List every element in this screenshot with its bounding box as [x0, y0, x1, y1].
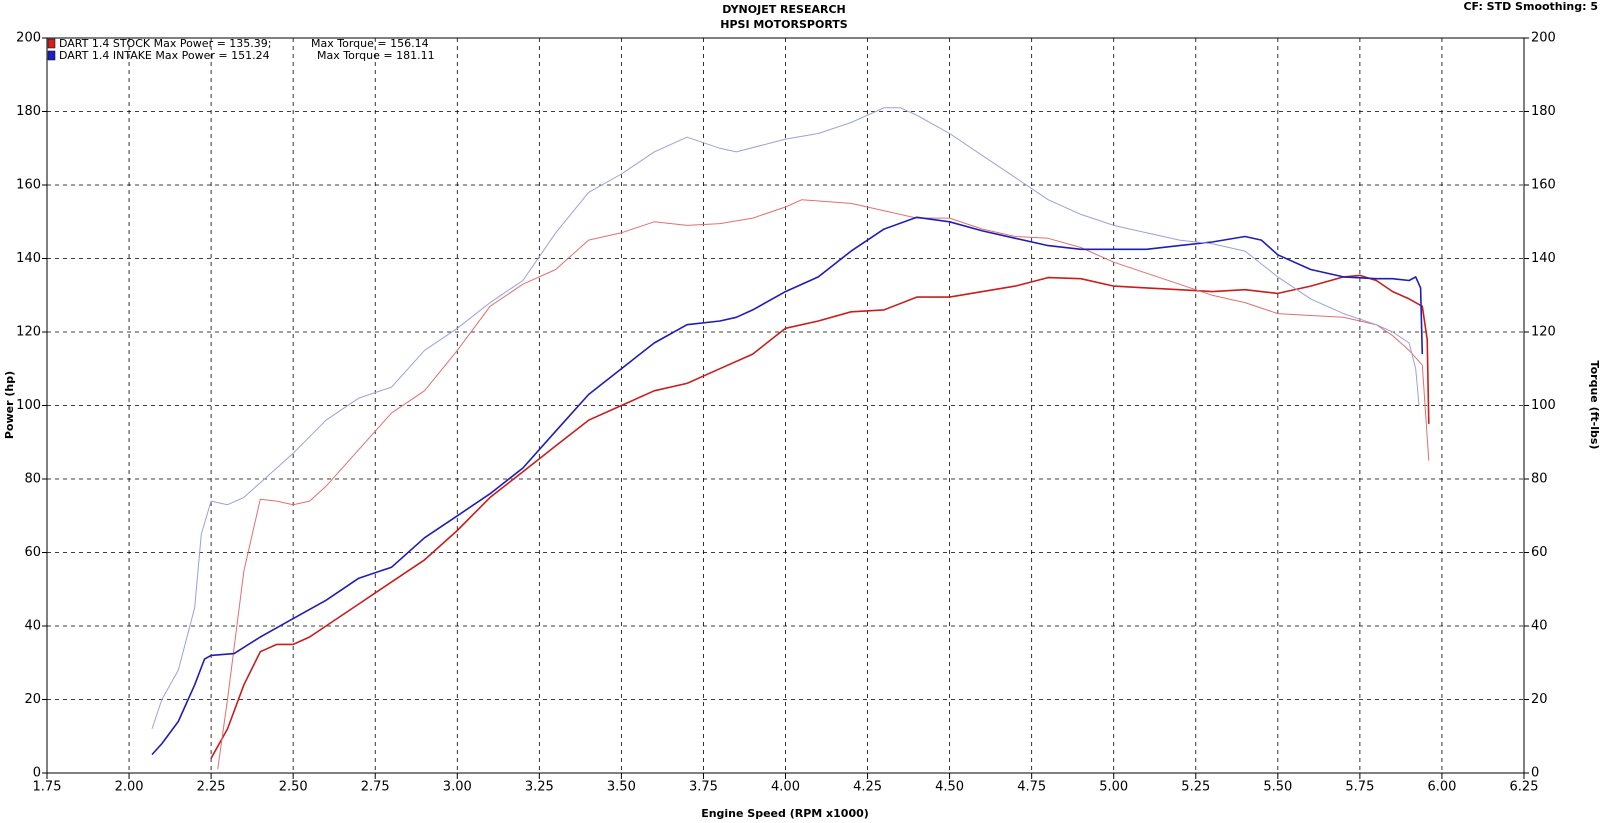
legend-swatch — [47, 38, 56, 49]
y-tick-label: 100 — [16, 398, 41, 413]
x-tick-label: 5.25 — [1181, 780, 1210, 795]
chart-title: DYNOJET RESEARCH — [722, 3, 845, 16]
legend-label: DART 1.4 INTAKE Max Power = 151.24 — [59, 49, 270, 62]
y2-tick-label: 100 — [1531, 398, 1556, 413]
y-axis-label: Power (hp) — [3, 371, 16, 439]
y-tick-label: 80 — [24, 472, 41, 487]
y2-tick-label: 200 — [1531, 31, 1556, 46]
y2-tick-label: 160 — [1531, 178, 1556, 193]
x-tick-label: 2.00 — [115, 780, 144, 795]
y2-axis-label: Torque (ft-lbs) — [1588, 361, 1601, 450]
x-tick-label: 4.75 — [1017, 780, 1046, 795]
y-tick-label: 180 — [16, 104, 41, 119]
legend-swatch — [47, 50, 56, 61]
series-line — [217, 199, 1430, 770]
y-tick-label: 0 — [33, 766, 41, 781]
y2-tick-label: 180 — [1531, 104, 1556, 119]
series-line — [151, 107, 1420, 730]
x-tick-label: 1.75 — [33, 780, 62, 795]
x-tick-label: 2.50 — [279, 780, 308, 795]
y2-tick-label: 60 — [1531, 545, 1548, 560]
x-tick-label: 5.50 — [1263, 780, 1292, 795]
x-tick-label: 6.25 — [1510, 780, 1539, 795]
y-tick-label: 200 — [16, 31, 41, 46]
legend-label: Max Torque = 156.14 — [311, 37, 429, 50]
y2-tick-label: 140 — [1531, 251, 1556, 266]
x-tick-label: 4.25 — [853, 780, 882, 795]
x-axis-label: Engine Speed (RPM x1000) — [701, 807, 869, 820]
y2-tick-label: 0 — [1531, 766, 1539, 781]
y2-tick-label: 40 — [1531, 619, 1548, 634]
series-line — [151, 216, 1424, 756]
y-tick-label: 20 — [24, 692, 41, 707]
x-tick-label: 2.25 — [197, 780, 226, 795]
plot-frame — [46, 37, 1525, 774]
legend-label: Max Torque = 181.11 — [317, 49, 435, 62]
y-tick-label: 120 — [16, 325, 41, 340]
y-tick-label: 140 — [16, 251, 41, 266]
settings-note: CF: STD Smoothing: 5 — [1463, 0, 1598, 13]
x-tick-label: 3.75 — [689, 780, 718, 795]
chart-subtitle: HPSI MOTORSPORTS — [720, 18, 848, 31]
x-tick-label: 4.00 — [771, 780, 800, 795]
x-tick-label: 3.50 — [607, 780, 636, 795]
x-tick-label: 4.50 — [935, 780, 964, 795]
x-tick-label: 3.25 — [525, 780, 554, 795]
y2-tick-label: 20 — [1531, 692, 1548, 707]
y-tick-label: 60 — [24, 545, 41, 560]
x-tick-label: 5.75 — [1345, 780, 1374, 795]
y-tick-label: 40 — [24, 619, 41, 634]
legend-label: DART 1.4 STOCK Max Power = 135.39; — [59, 37, 272, 50]
x-tick-label: 5.00 — [1099, 780, 1128, 795]
x-tick-label: 6.00 — [1427, 780, 1456, 795]
y-tick-label: 160 — [16, 178, 41, 193]
x-tick-label: 2.75 — [361, 780, 390, 795]
y2-tick-label: 120 — [1531, 325, 1556, 340]
series-line — [210, 274, 1430, 759]
x-tick-label: 3.00 — [443, 780, 472, 795]
y2-tick-label: 80 — [1531, 472, 1548, 487]
